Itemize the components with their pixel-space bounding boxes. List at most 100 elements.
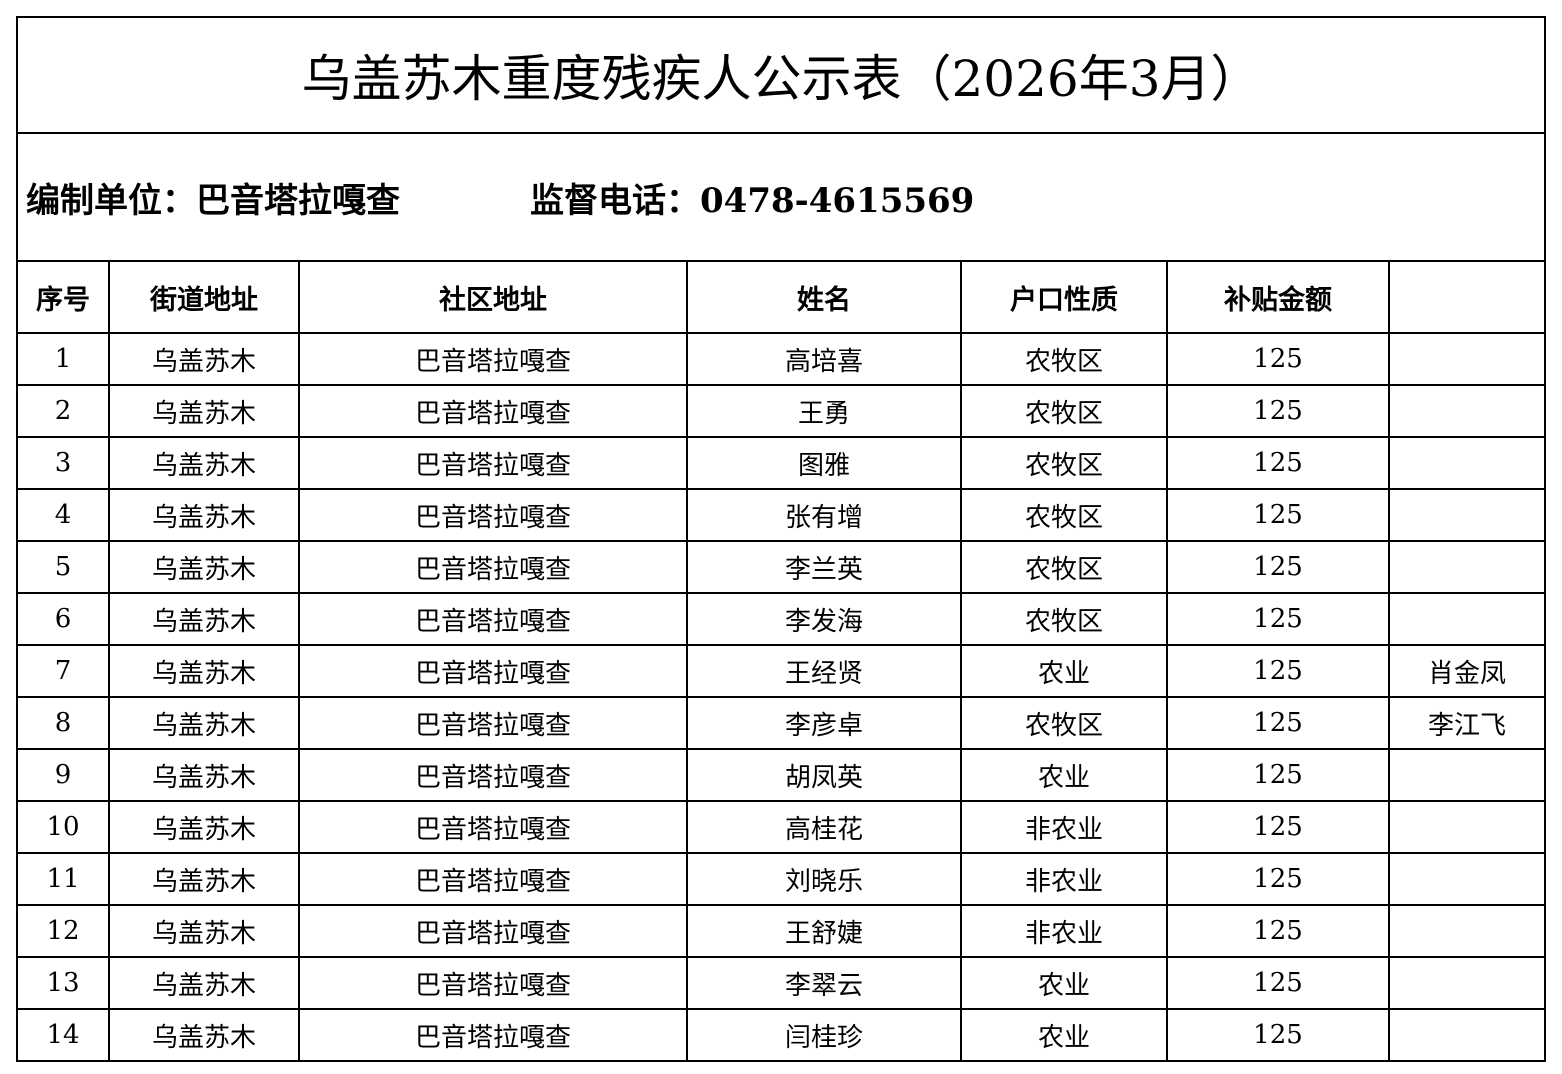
cell-index: 14 <box>18 1008 110 1060</box>
cell-subsidy: 125 <box>1166 436 1390 490</box>
info-row: 编制单位：巴音塔拉嘎查 监督电话：0478-4615569 <box>18 134 1544 262</box>
cell-index: 1 <box>18 332 110 386</box>
header-name: 姓名 <box>686 262 962 334</box>
cell-subsidy: 125 <box>1166 800 1390 854</box>
cell-note <box>1388 800 1544 854</box>
cell-household-type: 非农业 <box>960 800 1168 854</box>
compiler-unit: 编制单位：巴音塔拉嘎查 <box>26 180 400 221</box>
cell-community: 巴音塔拉嘎查 <box>298 800 688 854</box>
cell-street: 乌盖苏木 <box>108 488 300 542</box>
cell-community: 巴音塔拉嘎查 <box>298 332 688 386</box>
cell-note <box>1388 540 1544 594</box>
table-row: 5 乌盖苏木 巴音塔拉嘎查 李兰英 农牧区 125 <box>18 540 1544 594</box>
cell-subsidy: 125 <box>1166 904 1390 958</box>
cell-index: 3 <box>18 436 110 490</box>
header-note <box>1388 262 1544 334</box>
cell-community: 巴音塔拉嘎查 <box>298 956 688 1010</box>
table-row: 12 乌盖苏木 巴音塔拉嘎查 王舒婕 非农业 125 <box>18 904 1544 958</box>
sheet-title: 乌盖苏木重度残疾人公示表（2026年3月） <box>18 18 1544 134</box>
cell-subsidy: 125 <box>1166 540 1390 594</box>
header-street: 街道地址 <box>108 262 300 334</box>
cell-note: 李江飞 <box>1388 696 1544 750</box>
header-index: 序号 <box>18 262 110 334</box>
disability-notice-sheet: 乌盖苏木重度残疾人公示表（2026年3月） 编制单位：巴音塔拉嘎查 监督电话：0… <box>16 16 1546 1062</box>
cell-community: 巴音塔拉嘎查 <box>298 592 688 646</box>
cell-community: 巴音塔拉嘎查 <box>298 384 688 438</box>
cell-subsidy: 125 <box>1166 696 1390 750</box>
cell-community: 巴音塔拉嘎查 <box>298 540 688 594</box>
cell-subsidy: 125 <box>1166 592 1390 646</box>
cell-name: 高培喜 <box>686 332 962 386</box>
cell-index: 11 <box>18 852 110 906</box>
cell-street: 乌盖苏木 <box>108 956 300 1010</box>
cell-community: 巴音塔拉嘎查 <box>298 488 688 542</box>
cell-community: 巴音塔拉嘎查 <box>298 644 688 698</box>
cell-street: 乌盖苏木 <box>108 696 300 750</box>
cell-subsidy: 125 <box>1166 644 1390 698</box>
cell-household-type: 非农业 <box>960 852 1168 906</box>
cell-name: 李翠云 <box>686 956 962 1010</box>
cell-subsidy: 125 <box>1166 332 1390 386</box>
cell-community: 巴音塔拉嘎查 <box>298 748 688 802</box>
table-row: 1 乌盖苏木 巴音塔拉嘎查 高培喜 农牧区 125 <box>18 332 1544 386</box>
cell-index: 8 <box>18 696 110 750</box>
table-row: 8 乌盖苏木 巴音塔拉嘎查 李彦卓 农牧区 125 李江飞 <box>18 696 1544 750</box>
cell-street: 乌盖苏木 <box>108 540 300 594</box>
cell-household-type: 农牧区 <box>960 436 1168 490</box>
cell-street: 乌盖苏木 <box>108 852 300 906</box>
cell-note <box>1388 332 1544 386</box>
cell-street: 乌盖苏木 <box>108 436 300 490</box>
cell-name: 李发海 <box>686 592 962 646</box>
cell-name: 李彦卓 <box>686 696 962 750</box>
cell-subsidy: 125 <box>1166 384 1390 438</box>
table-row: 14 乌盖苏木 巴音塔拉嘎查 闫桂珍 农业 125 <box>18 1008 1544 1060</box>
cell-street: 乌盖苏木 <box>108 904 300 958</box>
table-row: 10 乌盖苏木 巴音塔拉嘎查 高桂花 非农业 125 <box>18 800 1544 854</box>
cell-index: 2 <box>18 384 110 438</box>
cell-community: 巴音塔拉嘎查 <box>298 696 688 750</box>
cell-name: 图雅 <box>686 436 962 490</box>
cell-note <box>1388 748 1544 802</box>
cell-name: 王经贤 <box>686 644 962 698</box>
cell-street: 乌盖苏木 <box>108 644 300 698</box>
cell-household-type: 农牧区 <box>960 384 1168 438</box>
cell-household-type: 农牧区 <box>960 332 1168 386</box>
cell-note <box>1388 904 1544 958</box>
cell-name: 刘晓乐 <box>686 852 962 906</box>
cell-community: 巴音塔拉嘎查 <box>298 852 688 906</box>
header-subsidy: 补贴金额 <box>1166 262 1390 334</box>
cell-note <box>1388 592 1544 646</box>
table-row: 7 乌盖苏木 巴音塔拉嘎查 王经贤 农业 125 肖金凤 <box>18 644 1544 698</box>
cell-community: 巴音塔拉嘎查 <box>298 436 688 490</box>
cell-note: 肖金凤 <box>1388 644 1544 698</box>
cell-index: 10 <box>18 800 110 854</box>
cell-name: 李兰英 <box>686 540 962 594</box>
cell-name: 胡凤英 <box>686 748 962 802</box>
cell-street: 乌盖苏木 <box>108 1008 300 1060</box>
cell-index: 12 <box>18 904 110 958</box>
cell-household-type: 农牧区 <box>960 696 1168 750</box>
cell-household-type: 农牧区 <box>960 592 1168 646</box>
cell-household-type: 农业 <box>960 748 1168 802</box>
cell-index: 13 <box>18 956 110 1010</box>
cell-name: 王勇 <box>686 384 962 438</box>
cell-household-type: 农牧区 <box>960 488 1168 542</box>
cell-note <box>1388 956 1544 1010</box>
cell-index: 9 <box>18 748 110 802</box>
table-row: 6 乌盖苏木 巴音塔拉嘎查 李发海 农牧区 125 <box>18 592 1544 646</box>
cell-subsidy: 125 <box>1166 1008 1390 1060</box>
cell-household-type: 非农业 <box>960 904 1168 958</box>
cell-subsidy: 125 <box>1166 852 1390 906</box>
cell-street: 乌盖苏木 <box>108 332 300 386</box>
cell-index: 6 <box>18 592 110 646</box>
cell-name: 闫桂珍 <box>686 1008 962 1060</box>
cell-note <box>1388 488 1544 542</box>
table-row: 9 乌盖苏木 巴音塔拉嘎查 胡凤英 农业 125 <box>18 748 1544 802</box>
cell-name: 王舒婕 <box>686 904 962 958</box>
supervision-phone: 监督电话：0478-4615569 <box>530 180 975 221</box>
recipients-table: 序号 街道地址 社区地址 姓名 户口性质 补贴金额 1 乌盖苏木 巴音塔拉嘎查 高培喜 农牧区 12… <box>18 262 1544 1060</box>
cell-note <box>1388 384 1544 438</box>
table-header-row: 序号 街道地址 社区地址 姓名 户口性质 补贴金额 <box>18 262 1544 334</box>
cell-household-type: 农业 <box>960 1008 1168 1060</box>
cell-subsidy: 125 <box>1166 748 1390 802</box>
